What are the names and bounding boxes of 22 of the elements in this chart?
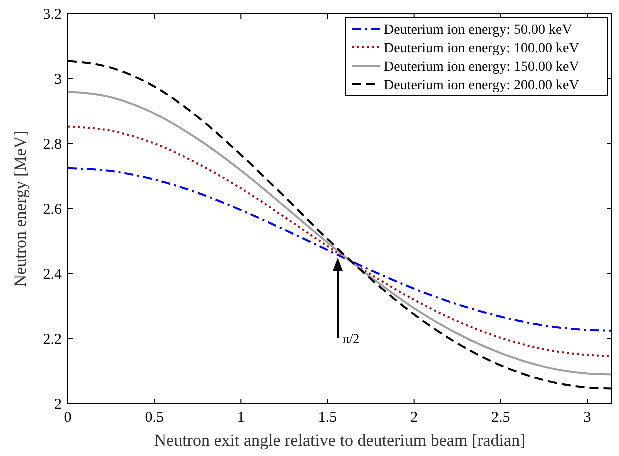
x-tick-label: 1 <box>237 410 245 426</box>
legend-label: Deuterium ion energy: 200.00 keV <box>384 78 580 94</box>
line-series <box>67 167 613 332</box>
y-tick-label: 3.2 <box>43 7 62 23</box>
legend-label: Deuterium ion energy: 150.00 keV <box>384 60 580 75</box>
y-tick-label: 3 <box>54 72 62 88</box>
x-tick-label: 1.5 <box>318 410 338 426</box>
y-tick-label: 2.6 <box>43 202 62 218</box>
annotation: π/2 <box>343 331 360 346</box>
x-tick-label: 0 <box>64 410 72 426</box>
x-tick-label: 3 <box>584 410 592 426</box>
y-tick-label: 2.4 <box>43 267 62 283</box>
legend-label: Deuterium ion energy: 50.00 keV <box>384 23 572 38</box>
x-tick-label: 2.5 <box>492 410 510 426</box>
y-tick-label: 2.2 <box>43 332 62 348</box>
x-tick-label: 2 <box>410 410 418 426</box>
x-axis-title: Neutron exit angle relative to deuterium beam [radian] <box>154 431 526 450</box>
y-tick-label: 2.8 <box>43 137 62 153</box>
legend-label: Deuterium ion energy: 100.00 keV <box>384 42 580 56</box>
y-axis-title: Neutron energy [MeV] <box>11 130 30 288</box>
y-tick-label: 2 <box>54 397 62 413</box>
x-tick-label: 0.5 <box>145 410 164 426</box>
